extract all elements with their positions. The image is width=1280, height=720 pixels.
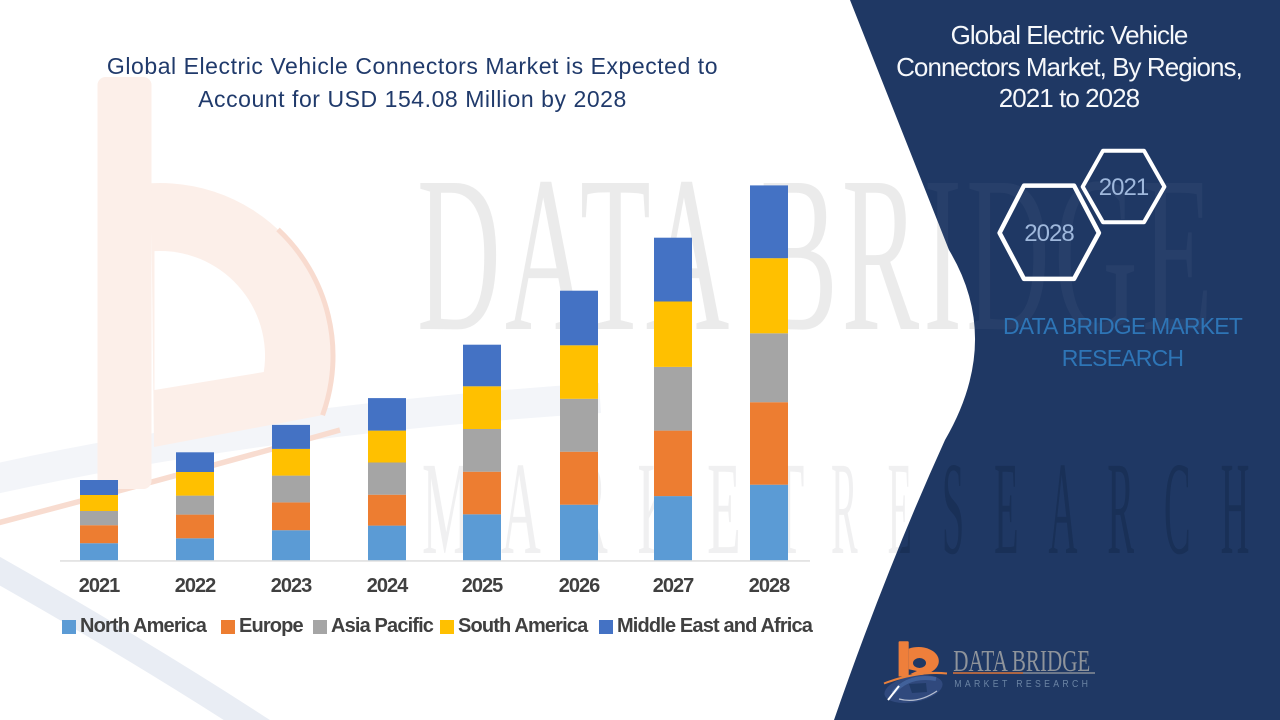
svg-text:2028: 2028: [1024, 220, 1074, 247]
svg-text:DATA BRIDGE: DATA BRIDGE: [953, 644, 1090, 678]
svg-text:MARKET RESEARCH: MARKET RESEARCH: [954, 678, 1091, 690]
svg-text:2021: 2021: [1099, 174, 1149, 201]
